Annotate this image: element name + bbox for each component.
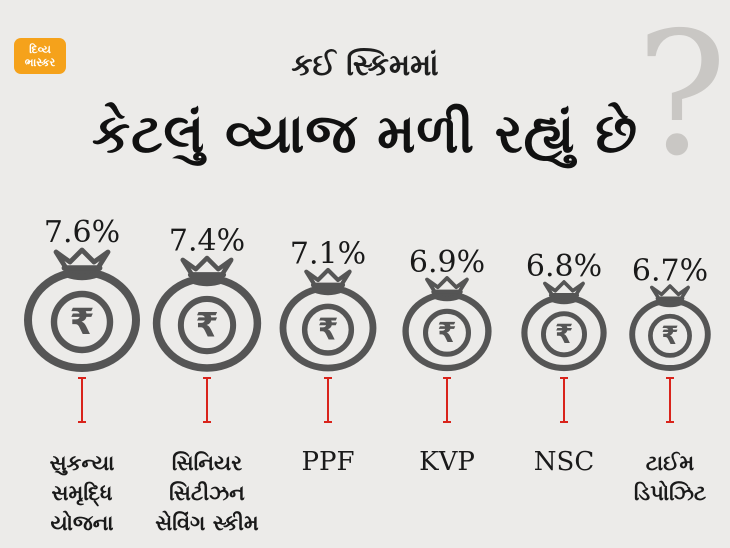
brand-line-1: દિવ્ય [29, 43, 51, 56]
category-label-0-1: સમૃદ્ધિ [52, 481, 113, 506]
bag-inner-circle [177, 295, 237, 355]
category-label-1-0: સિનિયર [172, 451, 242, 475]
bag-neck [549, 297, 579, 305]
bag-body [402, 291, 492, 372]
bag-inner-circle [648, 313, 692, 358]
bag-neck [656, 300, 684, 308]
bag-body [279, 284, 377, 372]
money-bag-4: ₹6.8% NSC [521, 249, 607, 477]
bag-inner-circle [301, 303, 355, 356]
category-label-1-1: સિટીઝન [169, 481, 245, 505]
money-bag-1: ₹7.4% સિનિયર સિટીઝન સેવિંગ સ્કીમ [152, 224, 262, 535]
bag-neck [189, 277, 225, 287]
bag-neck [62, 270, 102, 281]
bag-top [53, 247, 111, 271]
value-label-2: 7.1% [290, 236, 366, 271]
value-label-4: 6.8% [526, 249, 602, 284]
bag-top [650, 284, 690, 301]
rupee-icon: ₹ [437, 316, 456, 349]
value-label-3: 6.9% [409, 245, 485, 280]
category-label-0-2: યોજના [50, 510, 113, 535]
bag-body [521, 294, 607, 372]
category-label-0-0: સુકન્યા [50, 451, 115, 476]
category-label-4-0: NSC [534, 447, 594, 477]
category-label-5-0: ટાઈમ [646, 451, 695, 475]
bag-top [304, 267, 352, 288]
rupee-icon: ₹ [661, 321, 679, 350]
bag-top [543, 280, 585, 298]
value-label-0: 7.6% [44, 215, 120, 250]
rupee-icon: ₹ [555, 319, 573, 350]
bag-inner-circle [541, 311, 587, 358]
page-title-line-1: કઈ સ્કિમમાં [291, 48, 439, 83]
question-mark: ? [636, 0, 728, 194]
bag-body [24, 268, 140, 372]
category-label-2-0: PPF [301, 447, 354, 477]
bag-body [629, 297, 711, 371]
bag-inner-circle [50, 290, 114, 354]
brand-line-2: ભાસ્કર [24, 56, 56, 69]
rupee-icon: ₹ [195, 305, 218, 344]
rupee-icon: ₹ [318, 313, 339, 348]
bag-neck [432, 293, 462, 302]
page-title-line-2: કેટલું વ્યાજ મળી રહ્યું છે [91, 102, 638, 165]
bag-neck [311, 287, 345, 296]
value-label-5: 6.7% [632, 253, 708, 288]
rupee-icon: ₹ [69, 302, 94, 343]
brand-logo: દિવ્ય ભાસ્કર [14, 38, 66, 74]
bag-body [152, 274, 262, 372]
category-label-3-0: KVP [419, 447, 475, 477]
bag-top [180, 255, 234, 278]
bag-top [425, 276, 469, 294]
money-bag-5: ₹6.7% ટાઈમ ડિપોઝિટ [629, 253, 711, 505]
money-bag-3: ₹6.9% KVP [402, 245, 492, 477]
bag-inner-circle [422, 308, 472, 357]
money-bag-0: ₹7.6% સુકન્યા સમૃદ્ધિ યોજના [24, 215, 140, 535]
category-label-5-1: ડિપોઝિટ [634, 480, 706, 505]
category-label-1-2: સેવિંગ સ્કીમ [155, 510, 259, 535]
value-label-1: 7.4% [169, 224, 245, 259]
money-bag-2: ₹7.1% PPF [279, 236, 377, 477]
